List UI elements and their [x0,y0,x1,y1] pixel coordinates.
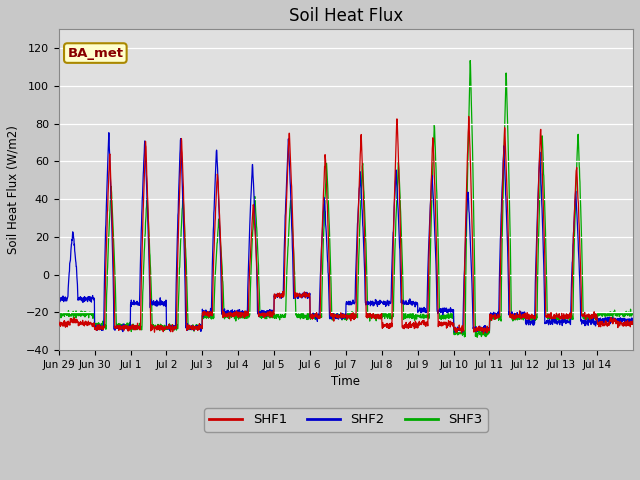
Legend: SHF1, SHF2, SHF3: SHF1, SHF2, SHF3 [204,408,488,432]
SHF1 [629,318,637,324]
SHF3 [520,317,527,323]
SHF2 [629,317,637,323]
Y-axis label: Soil Heat Flux (W/m2): Soil Heat Flux (W/m2) [7,125,20,254]
SHF3 [55,312,63,318]
SHF2 [105,130,113,135]
Line: SHF3: SHF3 [59,60,633,337]
SHF2 [520,312,527,318]
SHF3 [552,314,559,320]
Line: SHF1: SHF1 [59,117,633,334]
SHF1 [236,310,244,315]
X-axis label: Time: Time [332,375,360,388]
Text: BA_met: BA_met [67,47,124,60]
SHF3 [621,312,629,318]
SHF2 [621,317,629,323]
SHF3 [467,58,474,63]
SHF2 [552,317,559,323]
Line: SHF2: SHF2 [59,132,633,333]
SHF1 [621,321,629,327]
SHF3 [236,315,244,321]
SHF2 [236,310,244,315]
SHF1 [465,114,472,120]
SHF3 [629,311,637,316]
SHF3 [381,313,388,319]
SHF2 [381,300,388,306]
SHF2 [55,298,63,303]
SHF1 [112,325,120,331]
SHF1 [479,331,487,336]
SHF1 [520,312,527,318]
SHF1 [552,313,559,319]
Title: Soil Heat Flux: Soil Heat Flux [289,7,403,25]
SHF1 [55,318,63,324]
SHF3 [474,335,481,340]
SHF2 [483,330,490,336]
SHF3 [112,314,120,320]
SHF1 [381,323,388,328]
SHF2 [113,323,120,329]
